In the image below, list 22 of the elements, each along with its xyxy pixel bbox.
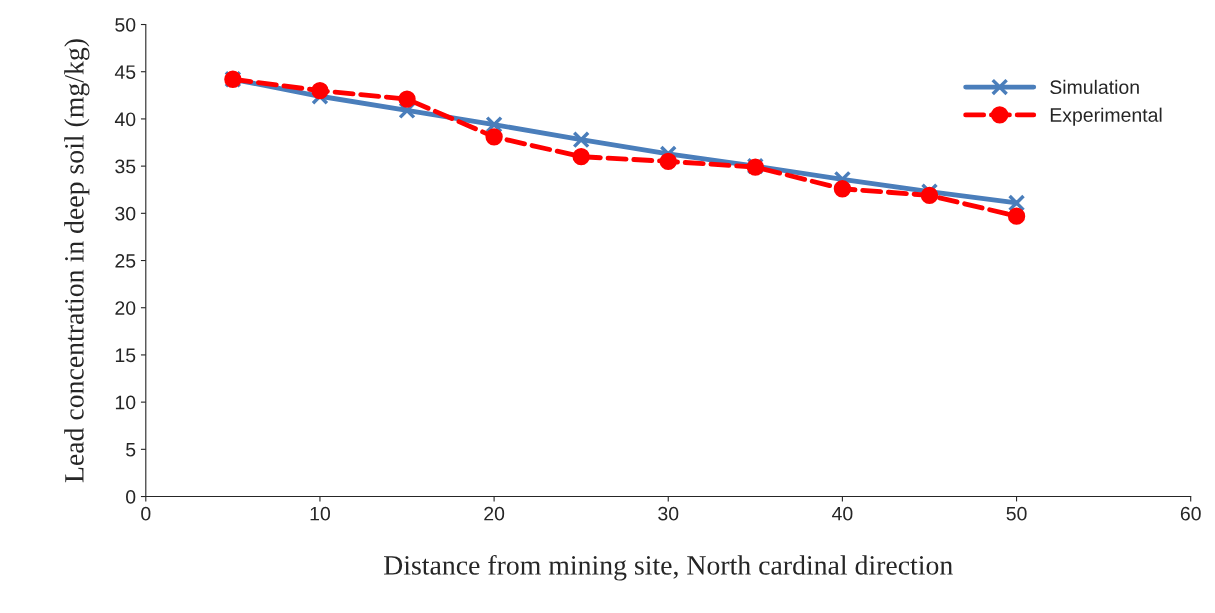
y-axis-title: Lead concentration in deep soil (mg/kg) <box>64 39 90 483</box>
x-axis-title: Distance from mining site, North cardinal direction <box>384 554 953 581</box>
y-tick-label: 30 <box>115 206 136 221</box>
y-tick-label: 5 <box>126 443 136 457</box>
y-tick-label: 50 <box>115 17 136 32</box>
y-tick-label: 20 <box>115 301 136 315</box>
x-tick-label: 30 <box>658 506 679 521</box>
legend-label: Simulation <box>1050 79 1139 95</box>
x-tick-label: 50 <box>1006 506 1027 521</box>
y-tick-label: 10 <box>115 395 136 410</box>
y-tick-label: 40 <box>114 112 136 127</box>
legend-label: Experimental <box>1050 107 1162 126</box>
x-tick-label: 60 <box>1180 506 1201 521</box>
x-tick-label: 10 <box>310 506 330 521</box>
y-tick-label: 15 <box>115 348 136 363</box>
x-tick-label: 40 <box>832 506 853 521</box>
x-tick-label: 0 <box>141 506 151 521</box>
y-tick-label: 45 <box>114 65 136 79</box>
y-tick-label: 0 <box>126 490 136 504</box>
x-tick-label: 20 <box>484 506 505 521</box>
y-tick-label: 35 <box>115 159 136 174</box>
y-tick-label: 25 <box>115 253 136 268</box>
